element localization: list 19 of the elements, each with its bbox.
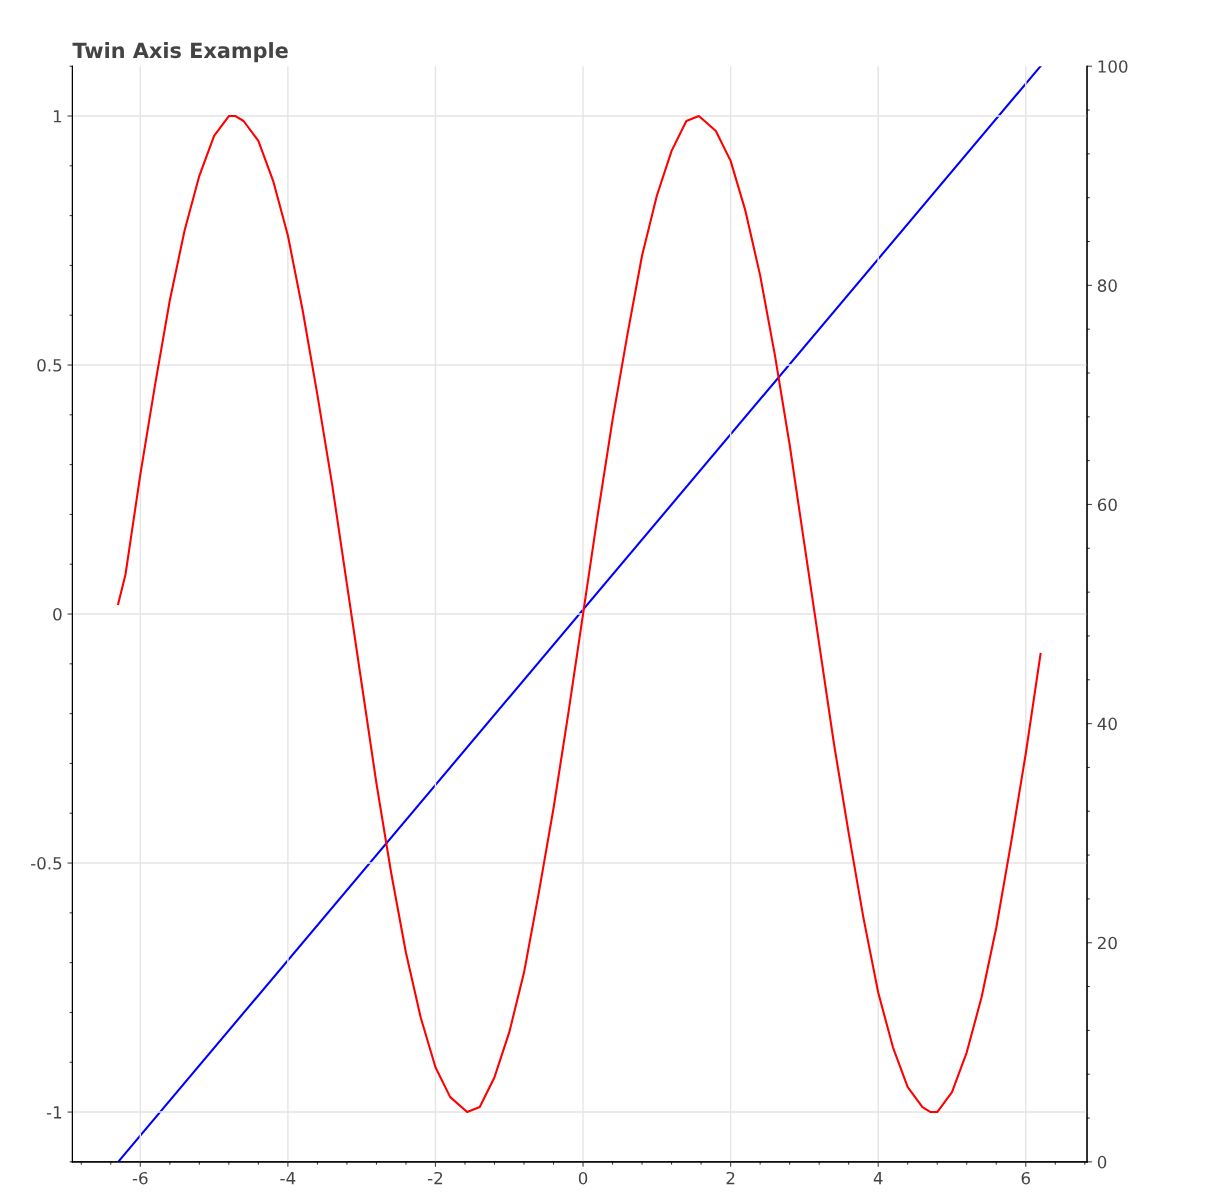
y-tick-label: -1: [46, 1106, 62, 1119]
y-tick-label: -0.5: [30, 857, 62, 870]
x-tick-label: -6: [132, 1171, 148, 1185]
y2-tick-label: 80: [1097, 279, 1117, 292]
y2-tick-label: 40: [1097, 717, 1117, 731]
x-tick-label: 4: [873, 1172, 883, 1185]
x-tick-label: 6: [1021, 1171, 1031, 1185]
x-tick-label: -4: [280, 1172, 296, 1185]
y2-tick-label: 0: [1097, 1155, 1107, 1169]
y-tick-label: 0.5: [37, 358, 62, 372]
x-tick-label: 2: [726, 1171, 735, 1185]
chart-title: Twin Axis Example: [72, 42, 288, 63]
x-tick-label: -2: [427, 1171, 443, 1185]
y2-tick-label: 100: [1098, 60, 1128, 73]
y2-tick-label: 20: [1097, 936, 1117, 950]
y2-tick-label: 60: [1097, 498, 1117, 512]
y-tick-label: 1: [53, 110, 62, 123]
y-tick-label: 0: [53, 608, 62, 621]
x-tick-label: 0: [578, 1171, 588, 1185]
